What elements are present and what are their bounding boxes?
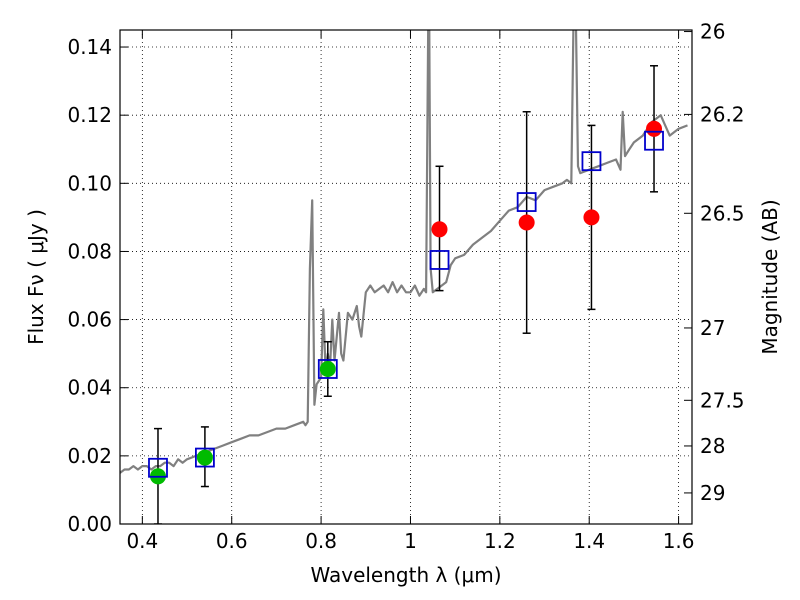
model-photometry-square <box>317 359 338 379</box>
model-photometry-square <box>429 250 450 270</box>
x-tick-label: 0.8 <box>305 529 337 553</box>
y-tick-label: 0.14 <box>67 35 112 59</box>
y-tick-label: 0.10 <box>67 171 112 195</box>
y-tick-label: 0.12 <box>67 103 112 127</box>
right-magnitude-axis: 26 26.2 26.5 27 27.5 28 29 <box>684 20 745 505</box>
observed-point <box>196 449 213 466</box>
right-tick-label: 26.5 <box>700 201 745 225</box>
y-tick-label: 0.04 <box>67 376 112 400</box>
right-tick-label: 28 <box>700 434 725 458</box>
observed-point <box>431 221 448 238</box>
y-axis: 0.00 0.02 0.04 0.06 0.08 0.10 0.12 0.14 <box>67 35 128 536</box>
model-photometry-square <box>516 192 537 212</box>
y-tick-label: 0.08 <box>67 239 112 263</box>
observed-point <box>319 360 336 377</box>
x-tick-label: 0.6 <box>216 529 248 553</box>
plot-area <box>120 30 688 524</box>
x-tick-label: 1 <box>404 529 417 553</box>
observed-point <box>646 120 663 137</box>
model-photometry-square <box>644 130 664 151</box>
sed-model-line <box>120 30 688 474</box>
x-tick-label: 1.4 <box>573 529 605 553</box>
observed-point <box>583 209 600 226</box>
y-tick-label: 0.02 <box>67 444 112 468</box>
model-photometry-square <box>148 457 168 478</box>
right-tick-label: 27.5 <box>700 388 745 412</box>
x-tick-label: 0.4 <box>126 529 158 553</box>
right-tick-label: 26 <box>700 20 725 44</box>
x-axis-label: Wavelength λ (μm) <box>310 563 501 587</box>
y-axis-label: Flux Fν ( μJy ) <box>24 209 48 345</box>
observed-point <box>518 214 535 231</box>
model-photometry-square <box>195 447 215 468</box>
x-tick-label: 1.6 <box>663 529 695 553</box>
x-tick-label: 1.2 <box>484 529 516 553</box>
y-tick-label: 0.06 <box>67 308 112 332</box>
right-axis-label: Magnitude (AB) <box>758 199 782 354</box>
y-tick-label: 0.00 <box>67 512 112 536</box>
right-tick-label: 29 <box>700 481 725 505</box>
right-tick-label: 26.2 <box>700 102 745 126</box>
model-photometry-square <box>581 151 602 172</box>
x-axis: 0.4 0.6 0.8 1 1.2 1.4 1.6 <box>126 30 695 553</box>
plot-frame <box>119 29 693 525</box>
right-tick-label: 27 <box>700 316 725 340</box>
